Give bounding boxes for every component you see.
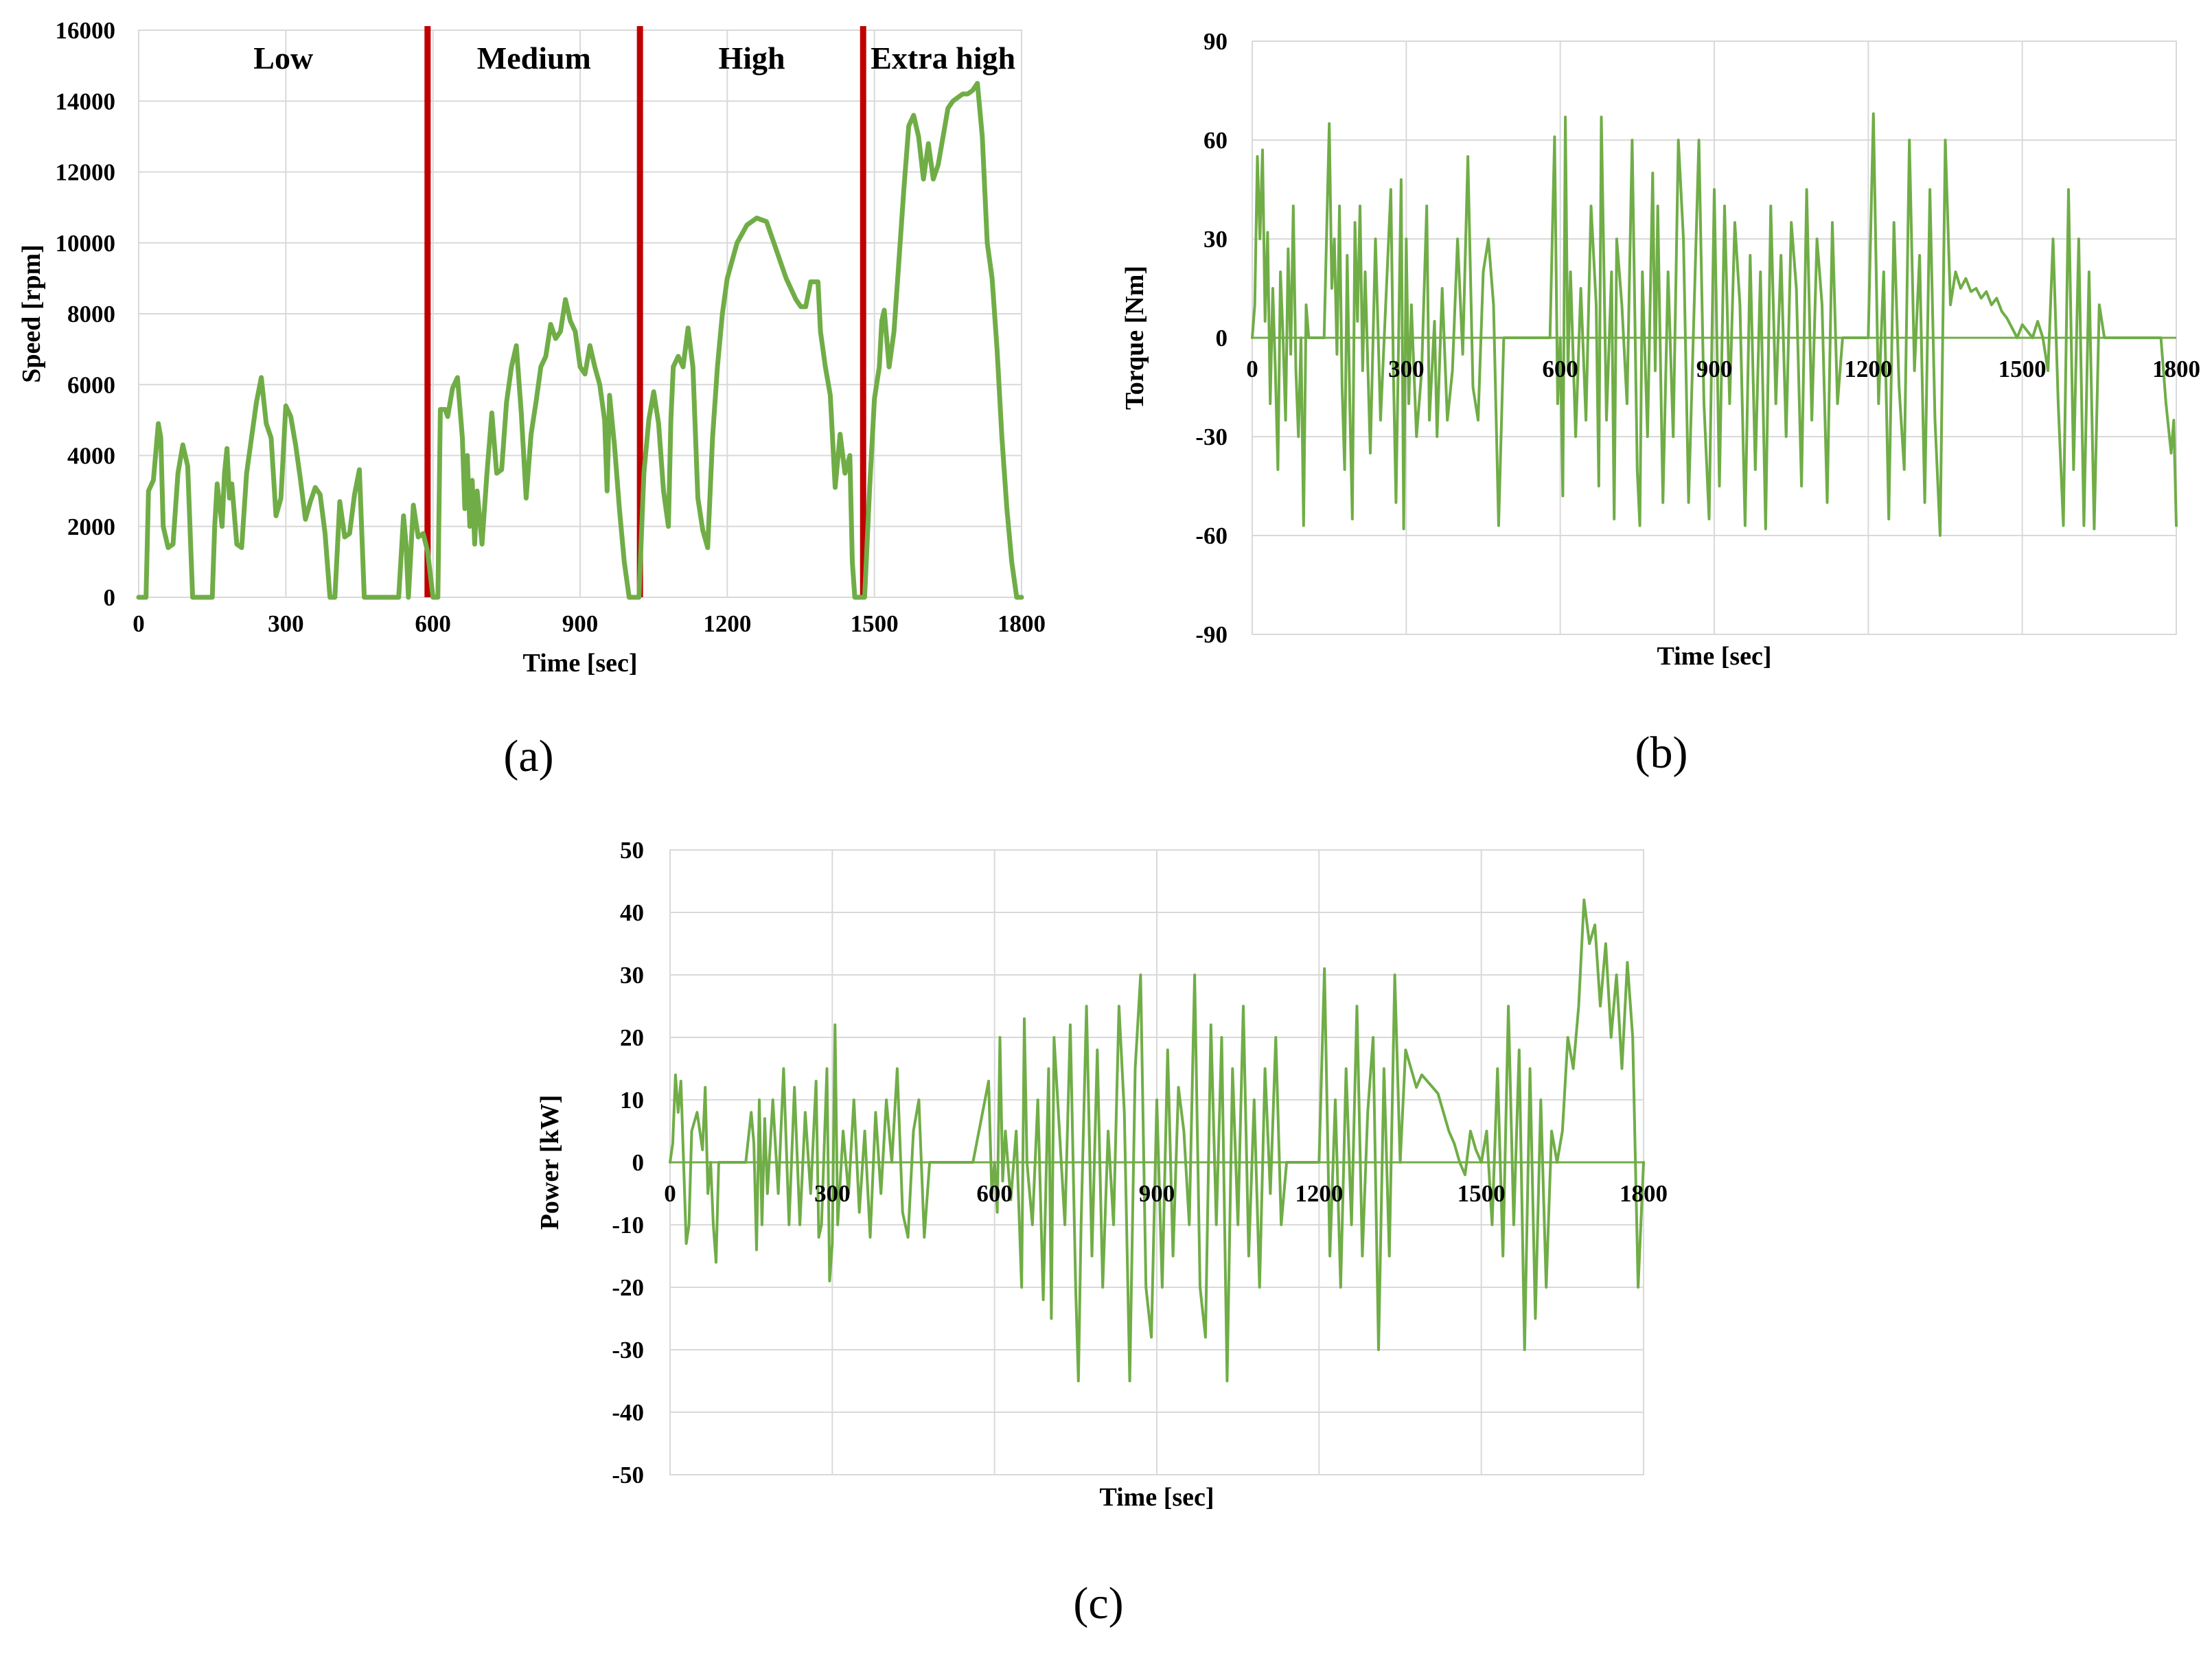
- y-tick-label: 40: [620, 899, 644, 926]
- y-tick-label: 16000: [56, 17, 116, 44]
- x-tick-label: 900: [1696, 356, 1733, 382]
- y-tick-label: 10: [620, 1087, 644, 1114]
- x-tick-label: 1800: [1620, 1180, 1668, 1207]
- x-tick-label: 300: [1388, 356, 1425, 382]
- x-tick-label: 300: [268, 610, 304, 637]
- x-tick-label: 1800: [2152, 356, 2200, 382]
- y-tick-label: 0: [632, 1149, 645, 1176]
- y-tick-label: -20: [612, 1274, 644, 1301]
- y-tick-label: 10000: [56, 230, 116, 257]
- x-tick-label: 0: [664, 1180, 676, 1207]
- x-tick-label: 1500: [851, 610, 899, 637]
- y-tick-label: -40: [612, 1399, 644, 1426]
- x-tick-label: 1500: [1458, 1180, 1506, 1207]
- x-tick-label: 1800: [998, 610, 1046, 637]
- phase-label: Low: [253, 41, 313, 76]
- speed-chart-y-axis-label: Speed [rpm]: [17, 244, 46, 383]
- y-tick-label: 2000: [67, 514, 115, 540]
- power-series-line: [669, 898, 1645, 1383]
- y-tick-label: 0: [104, 584, 116, 611]
- power-chart-caption: (c): [1073, 1578, 1123, 1628]
- y-tick-label: 50: [620, 837, 644, 864]
- y-tick-label: 0: [1216, 325, 1228, 352]
- torque-chart-x-axis-label: Time [sec]: [1657, 642, 1771, 671]
- x-tick-label: 0: [1246, 356, 1258, 382]
- x-tick-label: 1200: [703, 610, 751, 637]
- y-tick-label: -30: [1195, 424, 1228, 450]
- phase-label: Extra high: [871, 41, 1015, 76]
- torque-chart-caption: (b): [1635, 728, 1688, 778]
- y-tick-label: -90: [1195, 621, 1228, 648]
- y-tick-label: -10: [612, 1212, 644, 1239]
- phase-label: Medium: [477, 41, 591, 76]
- y-tick-label: -50: [612, 1462, 644, 1488]
- power-chart-y-axis-label: Power [kW]: [535, 1095, 564, 1230]
- x-tick-label: 1200: [1295, 1180, 1343, 1207]
- speed-chart-x-axis-label: Time [sec]: [522, 649, 637, 678]
- y-tick-label: 60: [1203, 127, 1228, 154]
- x-tick-label: 600: [415, 610, 451, 637]
- x-tick-label: 1500: [1998, 356, 2047, 382]
- y-tick-label: 6000: [67, 371, 115, 398]
- x-tick-label: 1200: [1844, 356, 1892, 382]
- y-tick-label: 4000: [67, 443, 115, 470]
- plot-frame: [138, 30, 1022, 598]
- torque-chart-y-axis-label: Torque [Nm]: [1120, 266, 1149, 410]
- phase-label: High: [718, 41, 785, 76]
- y-tick-label: 20: [620, 1024, 644, 1051]
- y-tick-label: -60: [1195, 522, 1228, 549]
- y-tick-label: 90: [1203, 28, 1228, 55]
- x-tick-label: 600: [1542, 356, 1578, 382]
- speed-chart-caption: (a): [503, 731, 553, 781]
- x-tick-label: 900: [562, 610, 599, 637]
- y-tick-label: 14000: [56, 88, 116, 115]
- y-tick-label: 30: [620, 962, 644, 989]
- power-chart-x-axis-label: Time [sec]: [1099, 1483, 1214, 1512]
- x-tick-label: 0: [133, 610, 145, 637]
- x-tick-label: 600: [976, 1180, 1013, 1207]
- speed-chart-panel: Low Medium High Extra high 0200040006000800…: [17, 17, 1046, 781]
- y-tick-label: -30: [612, 1337, 644, 1363]
- x-tick-label: 300: [814, 1180, 851, 1207]
- speed-series-line: [136, 80, 1024, 600]
- torque-series-line: [1251, 112, 2178, 537]
- y-tick-label: 30: [1203, 226, 1228, 253]
- power-chart-panel: -50 -40 -30 -20 -10 0 10 20 30 40 50 0 300 600 900 120…: [535, 837, 1668, 1628]
- y-tick-label: 8000: [67, 301, 115, 327]
- y-tick-label: 12000: [56, 159, 116, 186]
- x-tick-label: 900: [1139, 1180, 1175, 1207]
